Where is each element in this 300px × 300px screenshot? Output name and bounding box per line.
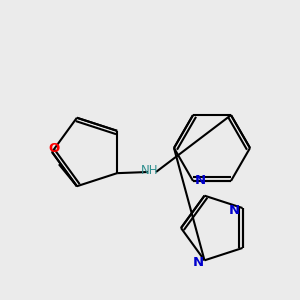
- Text: N: N: [193, 256, 204, 269]
- Text: N: N: [229, 203, 240, 217]
- Text: NH: NH: [141, 164, 159, 176]
- Text: N: N: [194, 174, 206, 188]
- Text: O: O: [48, 142, 60, 154]
